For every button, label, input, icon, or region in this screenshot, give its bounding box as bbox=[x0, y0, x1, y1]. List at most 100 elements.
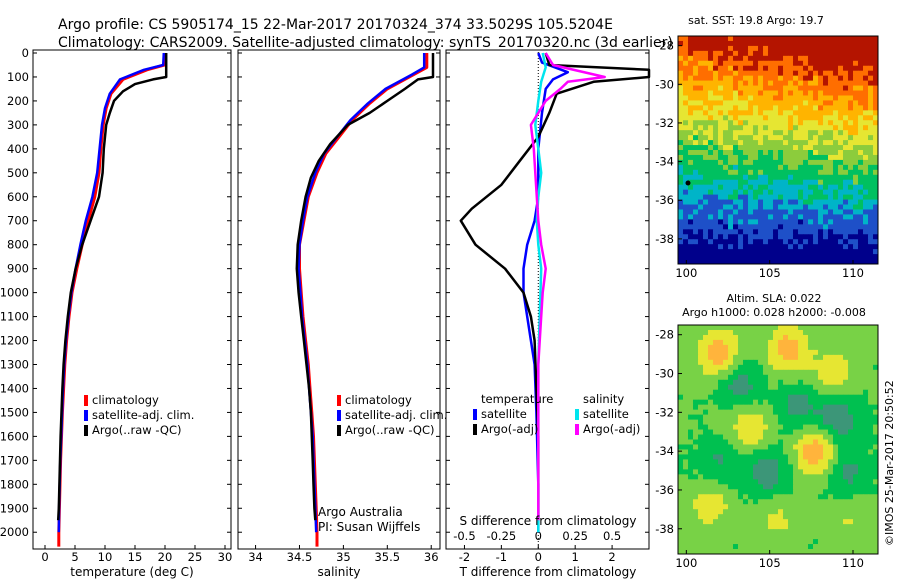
sla-cell bbox=[753, 454, 759, 460]
sla-cell bbox=[743, 354, 749, 361]
sst-cell bbox=[728, 45, 734, 52]
sst-cell bbox=[773, 75, 779, 82]
sst-cell bbox=[758, 40, 764, 47]
sst-cell bbox=[858, 154, 864, 161]
sst-cell bbox=[798, 259, 804, 265]
sla-cell bbox=[688, 359, 694, 366]
sla-cell bbox=[733, 434, 739, 440]
sla-cell bbox=[768, 474, 774, 480]
sla-cell bbox=[873, 479, 879, 485]
sst-cell bbox=[688, 55, 694, 62]
sst-cell bbox=[843, 150, 849, 156]
sst-cell bbox=[868, 224, 874, 230]
sst-cell bbox=[873, 244, 879, 250]
sla-cell bbox=[853, 459, 859, 465]
sla-cell bbox=[798, 504, 804, 510]
sst-cell bbox=[838, 100, 844, 106]
sla-cell bbox=[743, 504, 749, 510]
sst-cell bbox=[848, 125, 854, 131]
sla-cell bbox=[863, 424, 869, 430]
sla-cell bbox=[798, 364, 804, 371]
sst-cell bbox=[688, 90, 694, 96]
sst-cell bbox=[838, 179, 844, 186]
sla-cell bbox=[848, 434, 854, 440]
sst-cell bbox=[678, 150, 684, 156]
sla-cell bbox=[768, 444, 774, 450]
sst-cell bbox=[748, 150, 754, 156]
sst-cell bbox=[708, 194, 714, 200]
sst-cell bbox=[723, 80, 729, 86]
sst-cell bbox=[698, 90, 704, 96]
sla-map-axes: 100 105 110-28-30-32-34-36-38 bbox=[655, 328, 864, 570]
sla-cell bbox=[843, 524, 849, 530]
sst-cell bbox=[708, 45, 714, 52]
sla-cell bbox=[873, 489, 879, 495]
sst-cell bbox=[748, 65, 754, 72]
sla-cell bbox=[833, 414, 839, 420]
sst-cell bbox=[743, 50, 749, 57]
sla-cell bbox=[758, 434, 764, 440]
sst-cell bbox=[743, 80, 749, 86]
sla-cell bbox=[723, 479, 729, 485]
sla-cell bbox=[808, 379, 814, 386]
sla-cell bbox=[743, 359, 749, 366]
sla-cell bbox=[773, 519, 779, 525]
sla-cell bbox=[773, 334, 779, 341]
sla-cell bbox=[693, 424, 699, 430]
sla-cell bbox=[848, 384, 854, 391]
sst-cell bbox=[778, 45, 784, 52]
sla-cell bbox=[858, 359, 864, 366]
sla-cell bbox=[748, 414, 754, 420]
sst-cell bbox=[818, 60, 824, 67]
sst-cell bbox=[733, 154, 739, 161]
sst-cell bbox=[758, 150, 764, 156]
sla-cell bbox=[778, 419, 784, 425]
sst-cell bbox=[838, 120, 844, 126]
sla-cell bbox=[848, 374, 854, 381]
sla-cell bbox=[678, 469, 684, 475]
sst-cell bbox=[873, 36, 879, 42]
sla-cell bbox=[868, 434, 874, 440]
sla-map-frame bbox=[677, 324, 879, 555]
sla-cell bbox=[708, 519, 714, 525]
sst-cell bbox=[823, 125, 829, 131]
sla-cell bbox=[688, 349, 694, 356]
sla-map-subtitle: Argo h1000: 0.028 h2000: -0.008 bbox=[682, 306, 866, 319]
sla-cell bbox=[768, 409, 774, 416]
sst-cell bbox=[758, 95, 764, 101]
sla-cell bbox=[718, 479, 724, 485]
sst-cell bbox=[753, 55, 759, 62]
sst-cell bbox=[858, 95, 864, 101]
sst-cell bbox=[698, 229, 704, 235]
sla-cell bbox=[758, 409, 764, 416]
sla-cell bbox=[723, 444, 729, 450]
sla-cell bbox=[778, 394, 784, 401]
sla-cell bbox=[703, 404, 709, 411]
sst-cell bbox=[858, 164, 864, 171]
sla-cell bbox=[828, 509, 834, 515]
sla-cell bbox=[833, 494, 839, 500]
sst-cell bbox=[718, 244, 724, 250]
sst-cell bbox=[788, 204, 794, 210]
sst-cell bbox=[848, 40, 854, 47]
sla-cell bbox=[818, 359, 824, 366]
sst-cell bbox=[758, 80, 764, 86]
sst-cell bbox=[803, 135, 809, 141]
sla-cell bbox=[703, 339, 709, 346]
sla-cell bbox=[773, 484, 779, 490]
sst-cell bbox=[863, 105, 869, 111]
sst-cell bbox=[783, 110, 789, 116]
sst-cell bbox=[733, 219, 739, 225]
sla-cell bbox=[718, 454, 724, 460]
sst-cell bbox=[768, 65, 774, 72]
sla-cell bbox=[713, 404, 719, 411]
sla-cell bbox=[738, 519, 744, 525]
sst-cell bbox=[718, 55, 724, 62]
sla-cell bbox=[753, 549, 759, 555]
sst-cell bbox=[683, 169, 689, 176]
sla-cell bbox=[798, 329, 804, 336]
sla-cell bbox=[838, 409, 844, 416]
sst-cell bbox=[698, 65, 704, 72]
sla-cell bbox=[723, 399, 729, 406]
sla-cell bbox=[813, 329, 819, 336]
